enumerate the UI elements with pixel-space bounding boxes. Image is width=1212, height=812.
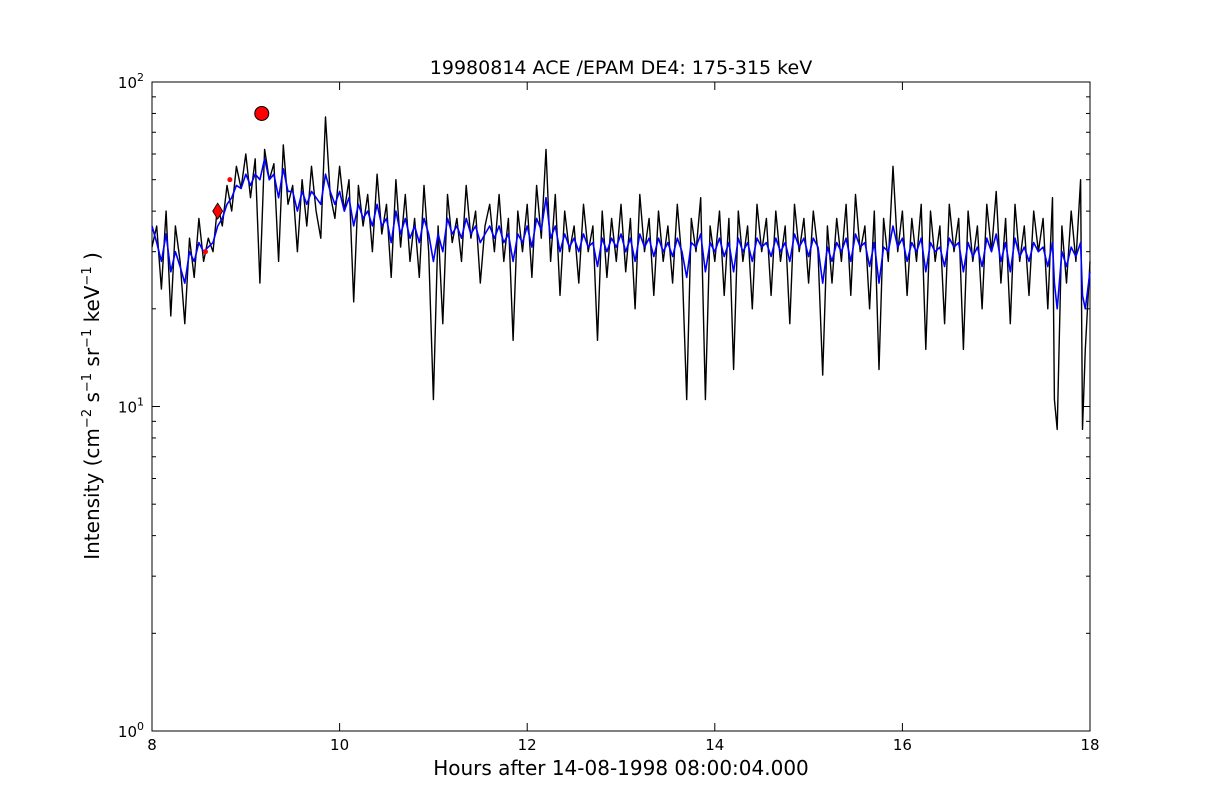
x-tick-label: 10	[330, 736, 349, 754]
y-axis-label: Intensity (cm−2 s−1 sr−1 keV−1 )	[80, 252, 104, 560]
x-tick-label: 12	[518, 736, 537, 754]
marker-circle-0	[254, 105, 270, 121]
y-axis-label-sup1: −2	[80, 409, 95, 428]
marker-small-circle-2	[202, 249, 208, 255]
x-tick-label: 16	[893, 736, 912, 754]
x-axis-label: Hours after 14-08-1998 08:00:04.000	[433, 756, 809, 780]
x-tick-label: 14	[705, 736, 724, 754]
x-tick-label: 8	[147, 736, 157, 754]
y-axis-label-sup2: −1	[80, 373, 95, 392]
x-tick-label: 18	[1080, 736, 1099, 754]
y-tick-label: 102	[118, 71, 144, 92]
chart-title: 19980814 ACE /EPAM DE4: 175-315 keV	[430, 57, 812, 79]
y-axis-label-mid2: sr	[80, 347, 104, 373]
marker-small-circle-3	[227, 177, 233, 183]
y-axis-label-base: Intensity (cm	[80, 428, 104, 560]
y-axis-label-mid3: keV	[80, 285, 104, 329]
y-axis: 100 101 102	[118, 71, 1090, 741]
y-axis-label-sup4: −1	[80, 266, 95, 285]
x-axis: 8 10 12 14 16 18	[147, 82, 1100, 754]
y-axis-label-sup3: −1	[80, 329, 95, 348]
series-line-raw	[151, 116, 1091, 431]
y-tick-label: 101	[118, 396, 144, 417]
marker-diamond-1	[212, 202, 224, 220]
y-axis-label-end: )	[80, 252, 104, 266]
y-tick-label: 100	[118, 720, 144, 741]
marker-layer	[202, 105, 270, 255]
y-axis-label-mid1: s	[80, 392, 104, 409]
series-layer	[151, 116, 1091, 431]
plot-frame	[151, 81, 1091, 732]
series-line-smoothed	[151, 158, 1091, 310]
plot-area	[151, 81, 1091, 732]
